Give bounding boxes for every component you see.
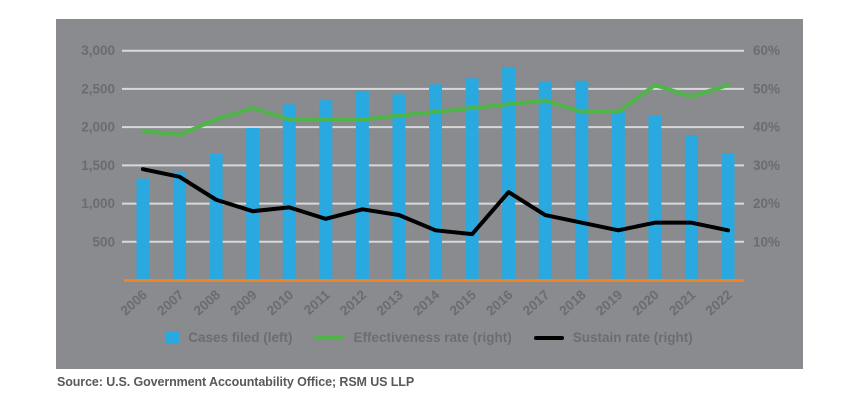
bar-2012 (355, 90, 369, 280)
x-axis-tick-label: 2011 (301, 287, 333, 318)
bar-2018 (575, 80, 589, 280)
chart-panel: 500 10% 1,000 20% 1,500 30% 2,000 40% 2,500 50% 3,… (56, 19, 803, 369)
bar-2011 (319, 100, 333, 280)
y-axis-right-tick-label: 50% (753, 81, 780, 96)
x-axis-tick-label: 2008 (191, 287, 224, 319)
x-axis-tick-label: 2022 (703, 287, 735, 318)
bar-2007 (173, 172, 187, 280)
x-axis-tick-label: 2010 (264, 287, 296, 318)
x-axis-tick-label: 2019 (593, 287, 625, 318)
x-axis-tick-label: 2009 (227, 287, 259, 318)
bar-2013 (392, 94, 406, 280)
y-axis-right-tick-label: 30% (753, 158, 780, 173)
x-axis-tick-label: 2021 (666, 287, 699, 319)
y-axis-right-tick-label: 20% (753, 196, 780, 211)
x-axis-tick-label: 2012 (337, 287, 369, 318)
source-text: Source: U.S. Government Accountability O… (57, 375, 415, 389)
bar-2022 (721, 153, 735, 280)
y-axis-left-tick-label: 3,000 (81, 43, 115, 58)
x-axis-tick-label: 2006 (118, 287, 151, 319)
x-axis-tick-label: 2013 (374, 287, 407, 319)
bar-2009 (246, 127, 260, 281)
y-axis-left-tick-label: 2,500 (81, 81, 115, 96)
y-axis-left-tick-label: 1,500 (81, 158, 115, 173)
x-axis-tick-label: 2018 (556, 287, 589, 319)
bar-2017 (538, 81, 552, 280)
x-axis-tick-label: 2016 (483, 287, 516, 319)
y-axis-right-tick-label: 60% (753, 43, 780, 58)
y-axis-right-tick-label: 10% (753, 234, 780, 249)
x-axis-tick-label: 2007 (154, 287, 186, 318)
effectiveness-rate-line (141, 83, 730, 137)
y-axis-left-tick-label: 1,000 (81, 196, 115, 211)
combo-chart: 500 10% 1,000 20% 1,500 30% 2,000 40% 2,500 50% 3,… (81, 43, 780, 319)
bar-2021 (684, 135, 698, 280)
bar-2006 (136, 178, 150, 280)
bar-2010 (282, 104, 296, 280)
y-axis-right-tick-label: 40% (753, 120, 780, 135)
x-axis-tick-label: 2014 (410, 287, 443, 319)
bar-2020 (648, 115, 662, 280)
bar-2008 (209, 153, 223, 280)
sustain-rate-line (141, 167, 730, 237)
y-axis-left-tick-label: 500 (92, 234, 115, 249)
bar-2016 (502, 66, 516, 280)
y-axis-left-tick-label: 2,000 (81, 120, 115, 135)
x-axis-tick-label: 2020 (630, 287, 662, 318)
x-axis-tick-label: 2017 (520, 287, 552, 318)
bar-2019 (611, 111, 625, 280)
x-axis-tick-label: 2015 (447, 287, 480, 319)
